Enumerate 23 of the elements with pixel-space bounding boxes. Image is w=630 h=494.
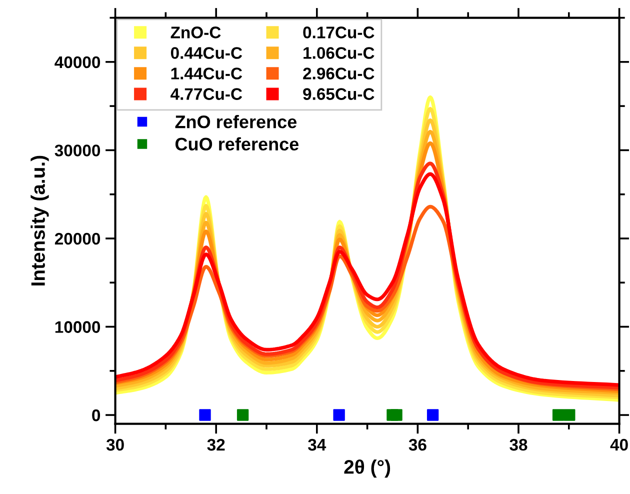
legend-label: 0.44Cu-C (170, 47, 242, 59)
x-axis-title: 2θ (°) (344, 460, 390, 478)
legend-label: 1.44Cu-C (171, 68, 242, 80)
x-tick-label: 36 (408, 438, 426, 451)
legend-label: 1.06Cu-C (304, 47, 374, 59)
legend-label: 2.96Cu-C (303, 68, 374, 80)
x-tick-label: 40 (610, 438, 628, 451)
legend-label: 0.17Cu-C (303, 26, 374, 38)
y-tick-label: 40000 (54, 56, 100, 68)
legend-label: ZnO reference (175, 115, 297, 128)
x-tick-label: 30 (106, 438, 124, 451)
y-tick-label: 10000 (55, 321, 100, 333)
y-tick-label: 30000 (54, 144, 100, 156)
y-tick-label: 20000 (54, 232, 100, 245)
y-axis-title: Intensity (a.u.) (30, 156, 49, 286)
x-tick-label: 38 (510, 438, 528, 451)
legend-label: ZnO-C (170, 26, 221, 38)
legend-label: 4.77Cu-C (170, 88, 242, 100)
x-tick-label: 32 (207, 438, 225, 451)
legend-label: CuO reference (175, 137, 299, 151)
y-tick-label: 0 (92, 409, 100, 422)
x-tick-label: 34 (308, 438, 326, 451)
legend-label: 9.65Cu-C (303, 88, 374, 100)
